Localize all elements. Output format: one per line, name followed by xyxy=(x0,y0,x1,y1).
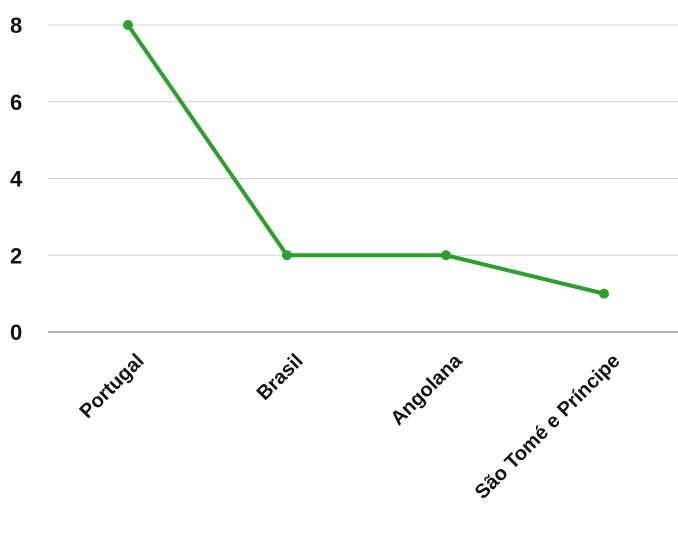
data-point xyxy=(282,250,292,261)
data-point xyxy=(599,288,609,299)
series-line xyxy=(126,23,606,296)
y-axis-tick-labels: 0 2 4 6 8 xyxy=(10,13,23,345)
y-tick-label: 8 xyxy=(10,13,22,38)
x-category-label: Brasil xyxy=(253,350,308,405)
x-category-label: Portugal xyxy=(76,350,149,423)
data-point xyxy=(123,20,133,30)
data-point xyxy=(441,250,451,261)
y-tick-label: 2 xyxy=(10,243,22,268)
y-tick-label: 6 xyxy=(10,90,22,115)
x-category-label: São Tomé e Príncipe xyxy=(471,350,625,504)
y-tick-label: 0 xyxy=(10,320,22,345)
y-tick-label: 4 xyxy=(10,167,23,192)
grid-lines xyxy=(48,24,678,333)
series-group xyxy=(123,20,609,299)
x-axis-category-labels: Portugal Brasil Angolana São Tomé e Príncip… xyxy=(76,349,625,503)
x-category-label: Angolana xyxy=(387,349,468,430)
